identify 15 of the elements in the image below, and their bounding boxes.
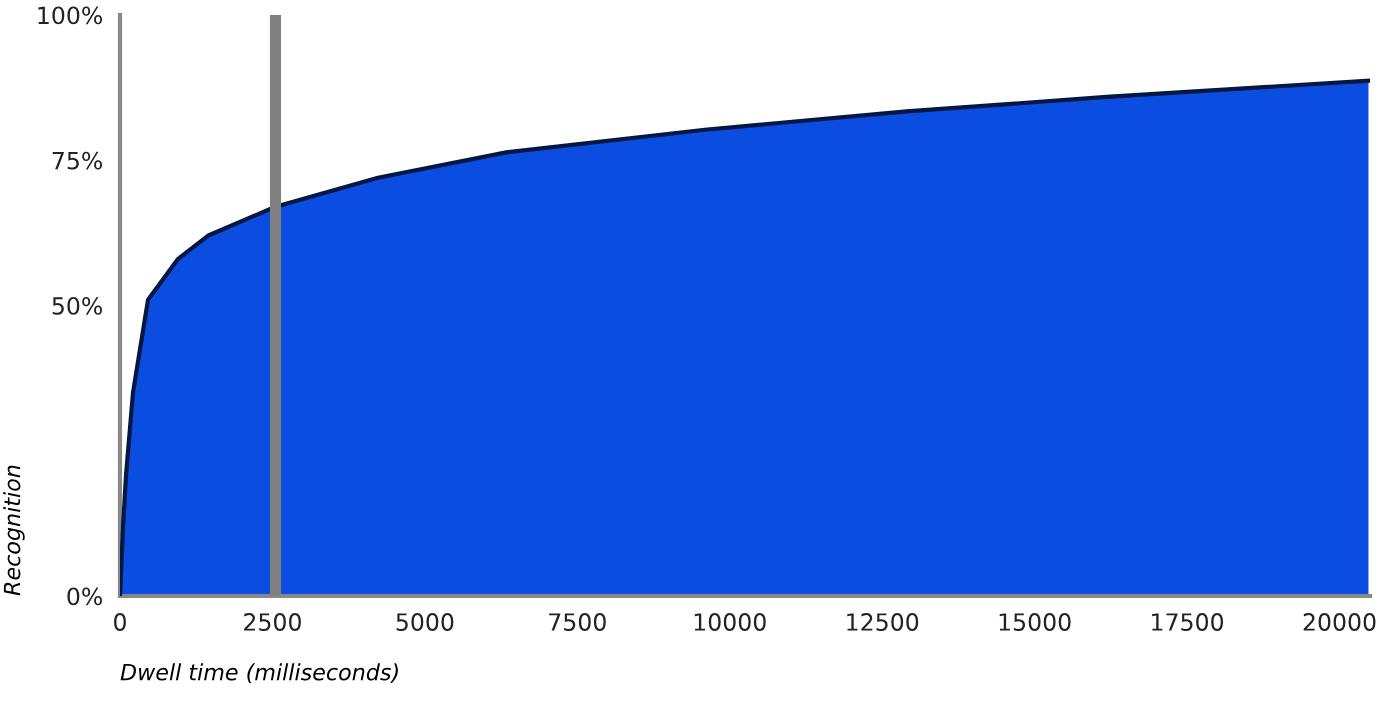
y-tick-label: 50% — [52, 296, 103, 315]
x-tick-label: 5000 — [396, 613, 454, 631]
y-axis-title: Recognition — [3, 465, 25, 596]
x-tick-label: 0 — [114, 613, 126, 631]
y-tick-label: 100% — [38, 6, 103, 25]
x-tick-label: 17500 — [1152, 613, 1224, 631]
x-axis-title: Dwell time (milliseconds) — [120, 663, 398, 684]
y-tick-label: 75% — [52, 151, 103, 170]
x-tick-label: 20000 — [1303, 613, 1376, 631]
x-tick-label: 7500 — [549, 613, 606, 631]
y-tick-label: 0% — [67, 587, 103, 606]
x-tick-label: 12500 — [847, 613, 919, 631]
x-tick-label: 15000 — [999, 613, 1071, 631]
x-tick-label: 2500 — [244, 613, 301, 631]
x-tick-label: 10000 — [694, 613, 766, 631]
